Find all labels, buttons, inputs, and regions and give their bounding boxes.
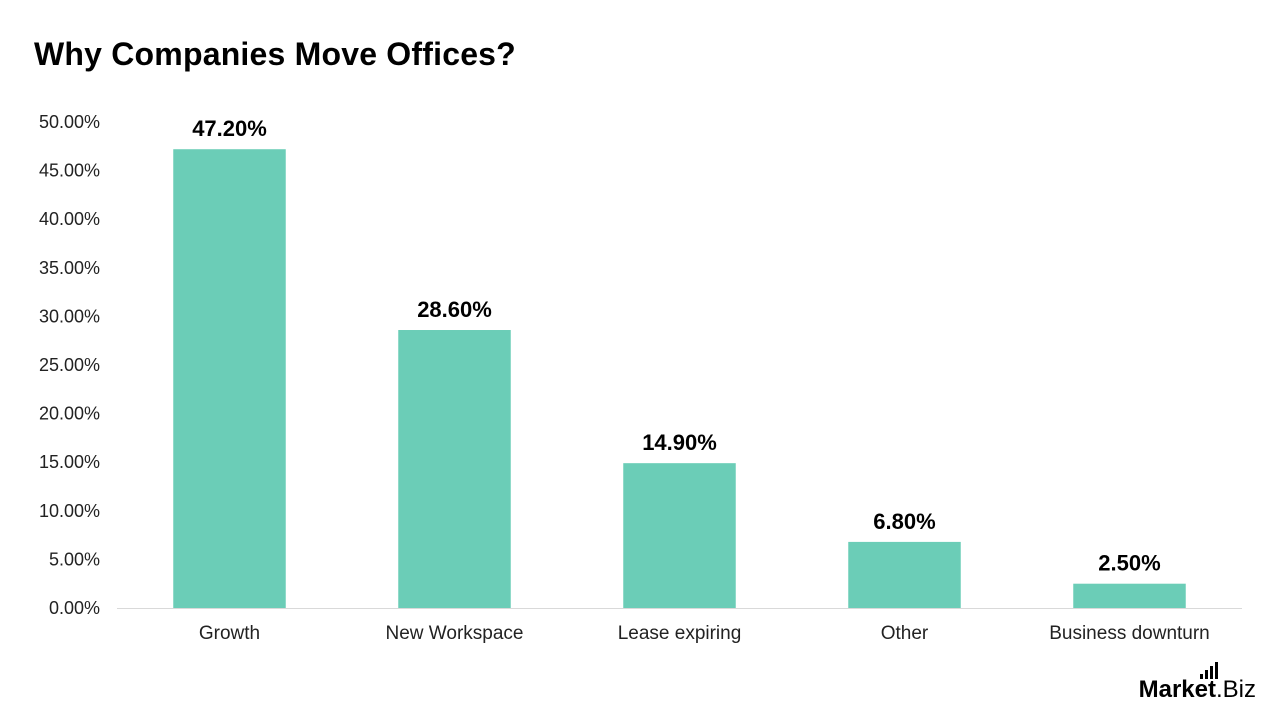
data-label: 2.50% [1098, 551, 1160, 576]
y-tick-label: 20.00% [39, 404, 100, 424]
y-tick-label: 30.00% [39, 306, 100, 326]
data-label: 6.80% [873, 509, 935, 534]
data-label: 14.90% [642, 430, 717, 455]
category-label: New Workspace [386, 623, 524, 644]
category-label: Lease expiring [618, 623, 742, 644]
y-tick-label: 40.00% [39, 209, 100, 229]
y-tick-label: 15.00% [39, 452, 100, 472]
category-labels-group: Growth New Workspace Lease expiring Other Bu… [199, 623, 1210, 644]
brand-suffix: .Biz [1215, 676, 1256, 703]
brand-logo: Market .Biz [1138, 662, 1256, 704]
y-tick-label: 45.00% [39, 161, 100, 181]
y-axis-ticks: 0.00% 5.00% 10.00% 15.00% 20.00% 25.00% 30.00%… [39, 112, 100, 618]
bar-new-workspace [398, 330, 511, 608]
bar-other [848, 541, 961, 608]
bars-group [173, 149, 1186, 608]
y-tick-label: 35.00% [39, 258, 100, 278]
y-tick-label: 0.00% [49, 598, 100, 618]
y-tick-label: 25.00% [39, 355, 100, 375]
y-tick-label: 5.00% [49, 549, 100, 569]
data-label: 47.20% [192, 116, 267, 141]
data-labels-group: 47.20% 28.60% 14.90% 6.80% 2.50% [192, 116, 1161, 575]
bar-lease-expiring [623, 463, 736, 608]
category-label: Other [881, 623, 929, 644]
y-tick-label: 50.00% [39, 112, 100, 132]
brand-name: Market [1138, 676, 1216, 703]
category-label: Growth [199, 623, 260, 644]
y-tick-label: 10.00% [39, 501, 100, 521]
brand-name-wrap: Market [1138, 662, 1218, 704]
brand-bars-icon [1199, 662, 1218, 679]
bar-business-downturn [1073, 583, 1186, 608]
category-label: Business downturn [1049, 623, 1210, 644]
data-label: 28.60% [417, 297, 492, 322]
bar-growth [173, 149, 286, 608]
chart-title: Why Companies Move Offices? [34, 36, 516, 72]
